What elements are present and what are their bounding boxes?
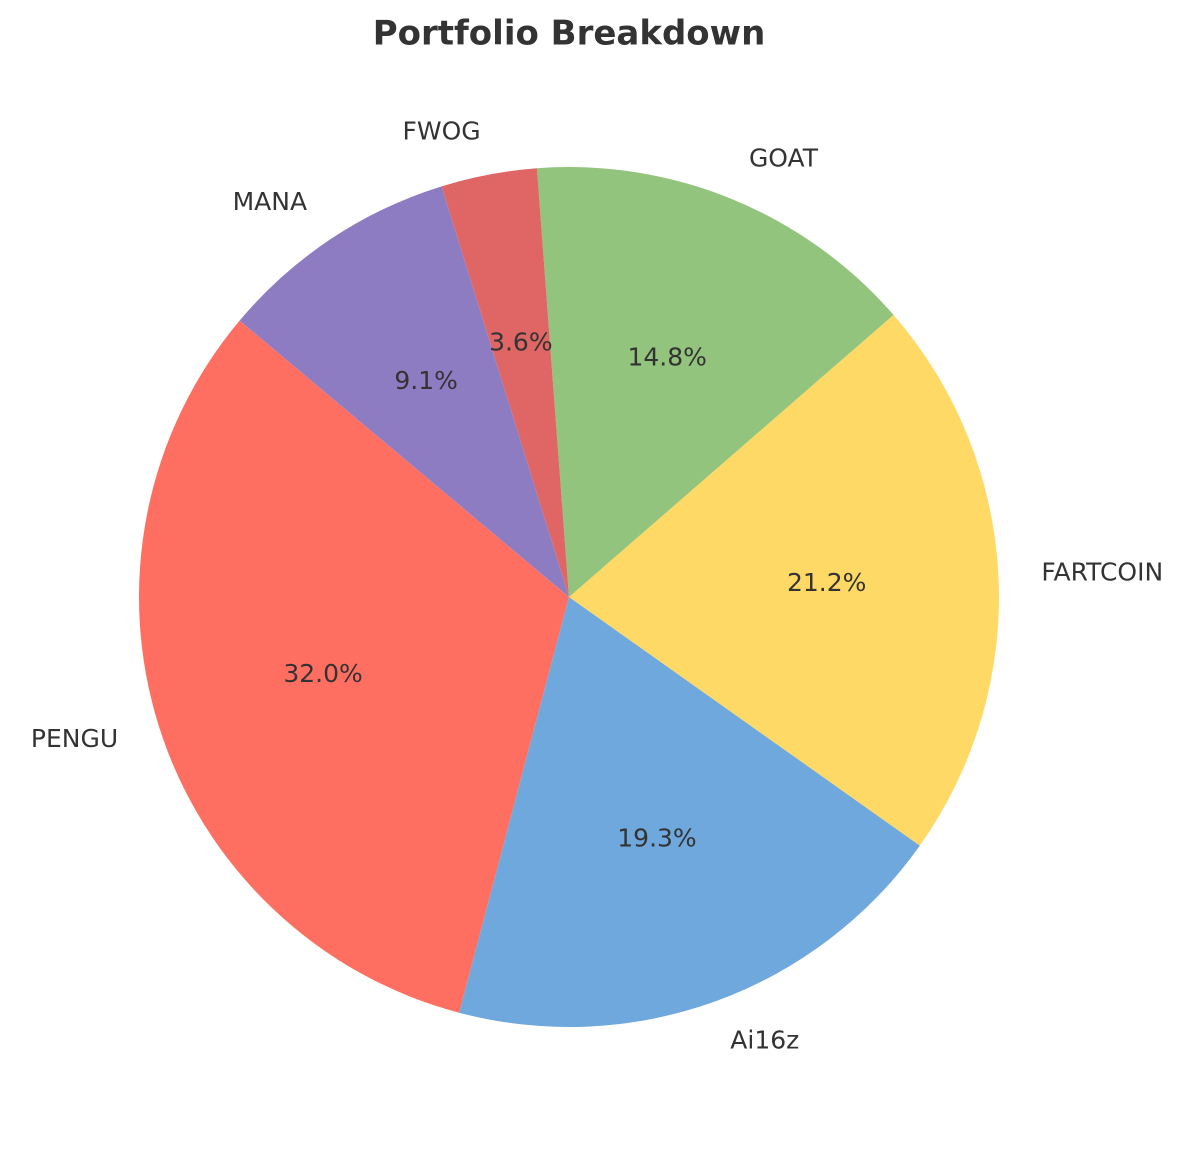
pie-slice [459,597,920,1028]
category-label: PENGU [31,724,118,753]
pie-slice [239,186,569,598]
category-label: FWOG [403,116,481,145]
pie-slice [138,320,569,1013]
value-label: 14.8% [627,342,706,371]
chart-title: Portfolio Breakdown [373,14,766,54]
value-label: 9.1% [394,366,458,395]
category-label: FARTCOIN [1041,558,1163,587]
value-label: 19.3% [617,824,696,853]
pie-slice [569,314,1000,846]
pie-slice [441,168,569,597]
pie-slice [536,166,894,597]
category-label: GOAT [749,144,819,173]
value-label: 3.6% [489,328,553,357]
value-label: 32.0% [283,659,362,688]
category-label: MANA [233,187,307,216]
category-label: Ai16z [730,1026,799,1055]
value-label: 21.2% [787,568,866,597]
